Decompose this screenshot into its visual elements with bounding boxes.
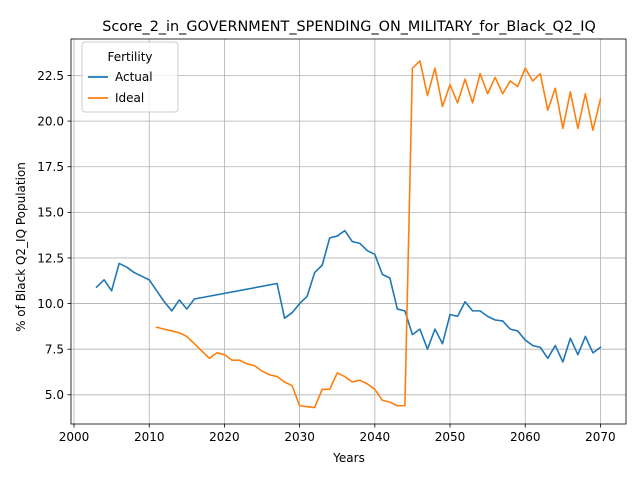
legend-title: Fertility bbox=[107, 50, 152, 64]
x-tick-label: 2000 bbox=[59, 430, 90, 444]
y-tick-label: 5.0 bbox=[45, 388, 64, 402]
y-tick-label: 12.5 bbox=[37, 251, 64, 265]
x-tick-label: 2030 bbox=[284, 430, 315, 444]
grid bbox=[71, 39, 626, 424]
plot-frame bbox=[70, 38, 627, 425]
x-tick-label: 2010 bbox=[134, 430, 165, 444]
series-line-ideal bbox=[155, 60, 602, 409]
y-tick-label: 10.0 bbox=[37, 297, 64, 311]
x-axis-label: Years bbox=[332, 451, 365, 465]
series-lines bbox=[95, 60, 602, 409]
x-tick-label: 2060 bbox=[510, 430, 541, 444]
y-tick-label: 22.5 bbox=[37, 69, 64, 83]
series-line-actual bbox=[95, 229, 602, 363]
x-tick-label: 2040 bbox=[360, 430, 391, 444]
x-tick-label: 2020 bbox=[209, 430, 240, 444]
y-axis-label: % of Black Q2_IQ Population bbox=[14, 162, 28, 332]
legend-label-ideal: Ideal bbox=[115, 91, 144, 105]
axis-ticks: 2000 2010 2020 2030 2040 2050 2060 2070 5.0 7.5 10… bbox=[37, 69, 615, 444]
legend: Fertility Actual Ideal bbox=[81, 41, 179, 113]
y-tick-label: 7.5 bbox=[45, 342, 64, 356]
x-tick-label: 2070 bbox=[585, 430, 616, 444]
x-tick-label: 2050 bbox=[435, 430, 466, 444]
y-tick-label: 17.5 bbox=[37, 160, 64, 174]
legend-box bbox=[81, 41, 179, 113]
y-tick-label: 15.0 bbox=[37, 206, 64, 220]
legend-label-actual: Actual bbox=[115, 70, 153, 84]
chart-title: Score_2_in_GOVERNMENT_SPENDING_ON_MILITA… bbox=[102, 19, 596, 35]
y-tick-label: 20.0 bbox=[37, 114, 64, 128]
